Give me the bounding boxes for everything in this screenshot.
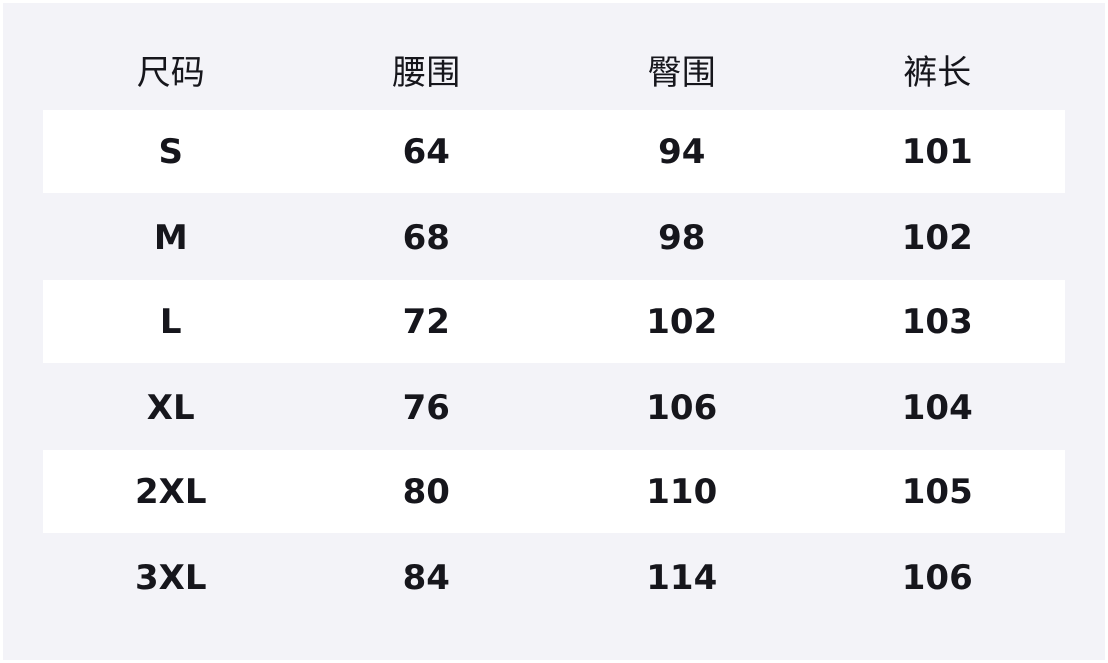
table-row: 3XL 84 114 106 [43, 535, 1065, 620]
cell-hip: 98 [658, 217, 706, 258]
cell-size: 3XL [134, 557, 207, 598]
cell-size: XL [146, 387, 195, 428]
table-row: L 72 102 103 [43, 280, 1065, 363]
table-header: 尺码 腰围 臀围 裤长 [43, 29, 1065, 110]
header-waist: 腰围 [392, 53, 461, 93]
size-table: 尺码 腰围 臀围 裤长 S 64 94 101 M 68 98 102 L 72 102 103 XL 7… [43, 29, 1065, 620]
cell-length: 106 [901, 557, 973, 598]
cell-length: 102 [901, 217, 973, 258]
cell-hip: 102 [646, 301, 718, 342]
header-length: 裤长 [903, 53, 972, 93]
header-hip: 臀围 [647, 53, 716, 93]
cell-length: 103 [901, 301, 973, 342]
cell-size: L [159, 301, 182, 342]
cell-length: 105 [901, 471, 973, 512]
table-row: M 68 98 102 [43, 195, 1065, 280]
cell-hip: 114 [646, 557, 718, 598]
table-row: 2XL 80 110 105 [43, 450, 1065, 533]
cell-size: S [158, 131, 184, 172]
cell-length: 104 [901, 387, 973, 428]
cell-hip: 110 [646, 471, 718, 512]
cell-size: 2XL [134, 471, 207, 512]
cell-waist: 64 [402, 131, 450, 172]
cell-hip: 106 [646, 387, 718, 428]
size-chart-panel: 尺码 腰围 臀围 裤长 S 64 94 101 M 68 98 102 L 72 102 103 XL 7… [3, 3, 1105, 660]
cell-length: 101 [901, 131, 973, 172]
cell-hip: 94 [658, 131, 706, 172]
header-size: 尺码 [136, 53, 205, 93]
cell-waist: 76 [402, 387, 450, 428]
cell-waist: 84 [402, 557, 450, 598]
cell-waist: 80 [402, 471, 450, 512]
table-row: S 64 94 101 [43, 110, 1065, 193]
table-row: XL 76 106 104 [43, 365, 1065, 450]
cell-waist: 72 [402, 301, 450, 342]
cell-size: M [153, 217, 188, 258]
cell-waist: 68 [402, 217, 450, 258]
